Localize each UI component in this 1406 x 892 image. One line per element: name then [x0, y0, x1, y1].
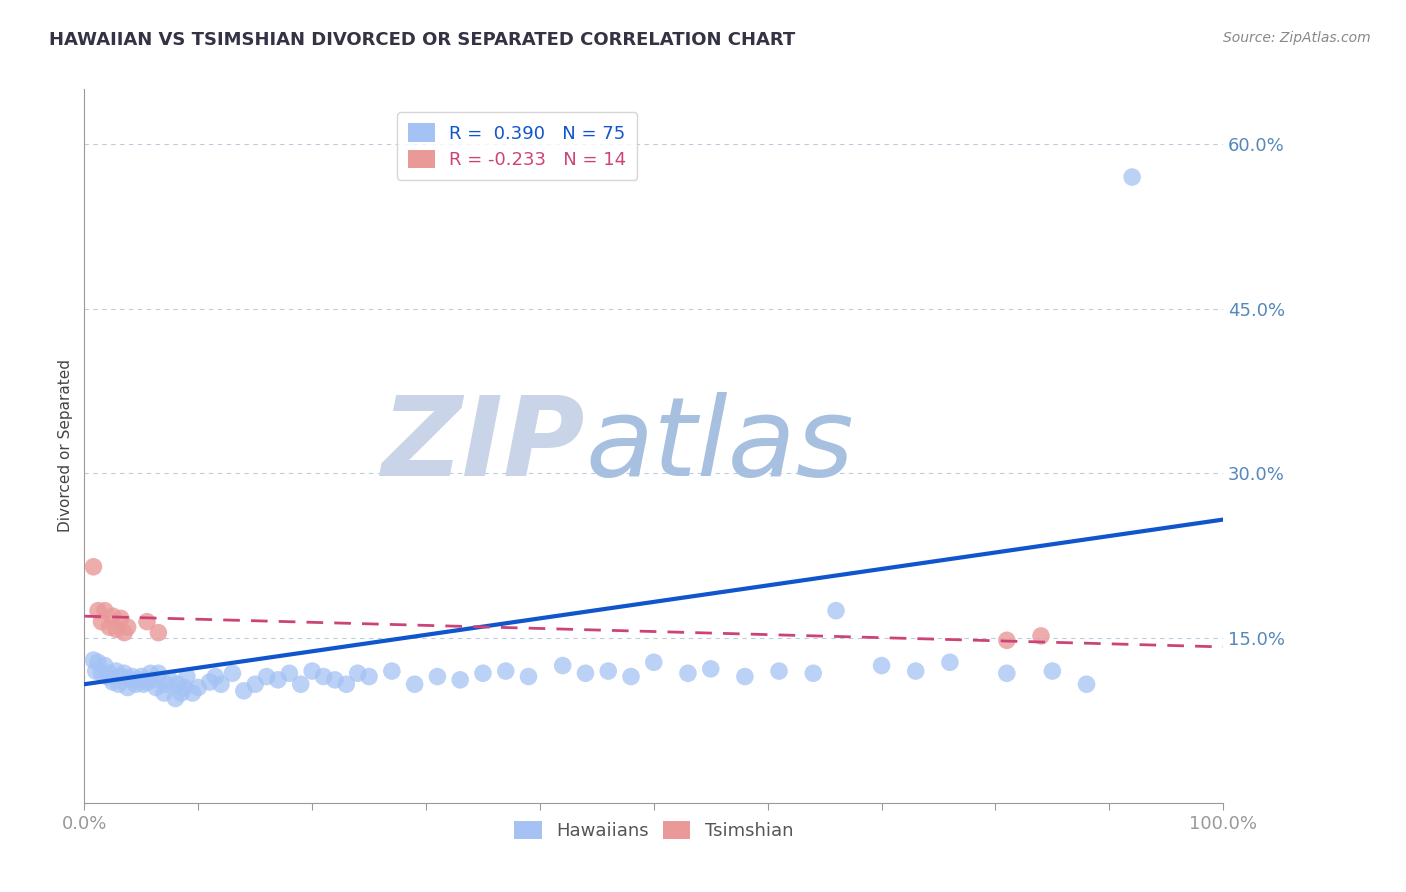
Point [117, 620, 139, 634]
Point [132, 677, 155, 691]
Point [94, 658, 117, 673]
Point [209, 677, 232, 691]
Point [221, 666, 243, 681]
Text: Source: ZipAtlas.com: Source: ZipAtlas.com [1223, 31, 1371, 45]
Point [153, 686, 176, 700]
Point [101, 609, 124, 624]
Point [676, 666, 699, 681]
Point [517, 669, 540, 683]
Point [256, 669, 278, 683]
Point [90, 615, 112, 629]
Point [87, 604, 110, 618]
Point [98, 620, 121, 634]
Point [128, 673, 150, 687]
Point [118, 673, 141, 687]
Point [404, 677, 426, 691]
Point [110, 611, 132, 625]
Point [87, 655, 110, 669]
Point [801, 666, 824, 681]
Point [155, 677, 177, 691]
Point [82, 653, 104, 667]
Text: HAWAIIAN VS TSIMSHIAN DIVORCED OR SEPARATED CORRELATION CHART: HAWAIIAN VS TSIMSHIAN DIVORCED OR SEPARA… [49, 31, 796, 49]
Point [173, 681, 195, 695]
Point [82, 559, 104, 574]
Point [700, 662, 723, 676]
Point [145, 681, 167, 695]
Point [598, 664, 620, 678]
Point [121, 669, 143, 683]
Point [142, 673, 165, 687]
Point [187, 681, 209, 695]
Point [278, 666, 301, 681]
Point [1029, 629, 1052, 643]
Point [148, 666, 170, 681]
Point [131, 669, 153, 683]
Point [107, 677, 129, 691]
Point [449, 673, 471, 687]
Point [359, 669, 381, 683]
Point [346, 666, 368, 681]
Point [232, 683, 254, 698]
Point [551, 658, 574, 673]
Point [381, 664, 404, 678]
Point [1042, 664, 1064, 678]
Point [267, 673, 290, 687]
Point [112, 666, 135, 681]
Text: atlas: atlas [585, 392, 853, 500]
Point [124, 677, 146, 691]
Point [301, 664, 323, 678]
Point [245, 677, 267, 691]
Point [166, 677, 188, 691]
Point [1121, 169, 1143, 184]
Point [426, 669, 449, 683]
Point [472, 666, 495, 681]
Point [995, 666, 1018, 681]
Point [112, 625, 135, 640]
Point [176, 669, 198, 683]
Point [96, 669, 118, 683]
Point [995, 633, 1018, 648]
Point [148, 625, 170, 640]
Point [198, 675, 221, 690]
Point [159, 673, 181, 687]
Point [105, 664, 128, 678]
Point [574, 666, 596, 681]
Point [904, 664, 927, 678]
Point [139, 666, 162, 681]
Point [620, 669, 643, 683]
Point [825, 604, 848, 618]
Point [335, 677, 357, 691]
Point [90, 666, 112, 681]
Legend: Hawaiians, Tsimshian: Hawaiians, Tsimshian [508, 814, 800, 847]
Point [136, 615, 159, 629]
Point [181, 686, 204, 700]
Point [94, 604, 117, 618]
Point [643, 655, 665, 669]
Point [323, 673, 346, 687]
Point [98, 666, 121, 681]
Point [204, 669, 226, 683]
Point [105, 623, 128, 637]
Text: ZIP: ZIP [382, 392, 585, 500]
Point [136, 675, 159, 690]
Point [768, 664, 790, 678]
Point [290, 677, 312, 691]
Point [117, 681, 139, 695]
Point [101, 675, 124, 690]
Y-axis label: Divorced or Separated: Divorced or Separated [58, 359, 73, 533]
Point [734, 669, 756, 683]
Point [165, 691, 187, 706]
Point [110, 669, 132, 683]
Point [939, 655, 962, 669]
Point [84, 664, 107, 678]
Point [495, 664, 517, 678]
Point [170, 686, 193, 700]
Point [1076, 677, 1098, 691]
Point [870, 658, 893, 673]
Point [312, 669, 335, 683]
